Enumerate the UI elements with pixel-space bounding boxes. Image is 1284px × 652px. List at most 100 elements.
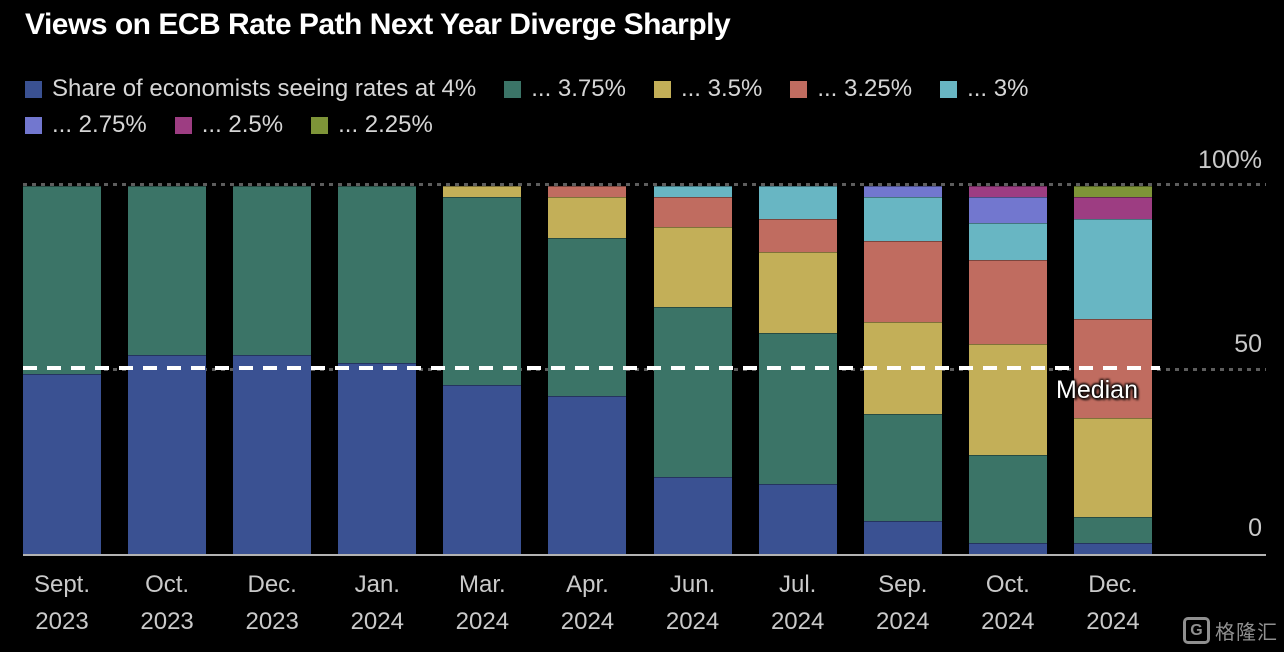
x-tick-label: Sep. 2024 bbox=[864, 566, 942, 640]
x-tick-month: Sept. bbox=[33, 571, 91, 598]
legend-label: ... 3% bbox=[967, 75, 1029, 102]
x-tick-label: Mar. 2024 bbox=[443, 566, 521, 640]
bar-segment bbox=[548, 395, 627, 554]
x-tick-year: 2023 bbox=[35, 608, 89, 635]
bar-segment bbox=[128, 186, 207, 356]
x-tick-year: 2023 bbox=[245, 608, 299, 635]
bar-segment bbox=[653, 197, 732, 227]
legend-row-1: Share of economists seeing rates at 4%..… bbox=[25, 74, 1028, 104]
bar-segment bbox=[758, 333, 837, 485]
legend-label: ... 3.25% bbox=[817, 75, 913, 102]
bar-segment bbox=[1073, 417, 1152, 518]
chart-title: Views on ECB Rate Path Next Year Diverge… bbox=[25, 8, 731, 41]
bar-segment bbox=[968, 542, 1047, 554]
legend-label: Share of economists seeing rates at 4% bbox=[52, 75, 477, 102]
x-tick-year: 2024 bbox=[560, 608, 615, 635]
bar-segment bbox=[863, 414, 942, 521]
x-tick-label: Sept. 2023 bbox=[23, 566, 101, 640]
legend-swatch-icon bbox=[174, 116, 192, 134]
x-axis-baseline bbox=[23, 554, 1266, 556]
bar-segment bbox=[653, 307, 732, 477]
legend-swatch-icon bbox=[25, 116, 42, 134]
legend-label: ... 2.5% bbox=[201, 111, 284, 138]
legend-item: ... 2.5% bbox=[174, 111, 284, 139]
x-tick-label: Apr. 2024 bbox=[548, 566, 626, 640]
x-tick-month: Oct. bbox=[985, 571, 1030, 598]
bar-segment bbox=[338, 362, 417, 554]
stacked-bars bbox=[23, 186, 1152, 554]
bar-segment bbox=[1073, 219, 1152, 319]
legend-item: ... 3% bbox=[940, 75, 1028, 103]
bar-segment bbox=[968, 222, 1047, 260]
bar-segment bbox=[233, 186, 312, 356]
y-tick-100: 100% bbox=[1198, 146, 1262, 174]
bar-segment bbox=[653, 476, 732, 554]
legend-item: ... 2.25% bbox=[311, 111, 433, 139]
legend-swatch-icon bbox=[940, 80, 958, 98]
bar-segment bbox=[1073, 197, 1152, 220]
bar-jan-2024 bbox=[338, 186, 417, 554]
bar-sep-2024 bbox=[863, 186, 942, 554]
bar-segment bbox=[233, 355, 312, 554]
bar-segment bbox=[653, 186, 732, 198]
bar-sept-2023 bbox=[23, 186, 101, 554]
x-tick-year: 2023 bbox=[140, 608, 194, 635]
legend-swatch-icon bbox=[790, 80, 808, 98]
x-tick-year: 2024 bbox=[770, 608, 825, 635]
x-axis-labels: Sept. 2023 Oct. 2023 Dec. 2023 Jan. 2024 Mar. 202… bbox=[23, 566, 1152, 640]
median-line bbox=[23, 366, 1160, 370]
bar-jun-2024 bbox=[653, 186, 732, 554]
bar-segment bbox=[758, 484, 837, 554]
x-tick-label: Jan. 2024 bbox=[338, 566, 416, 640]
x-tick-label: Dec. 2024 bbox=[1074, 566, 1152, 640]
bar-oct-2024 bbox=[968, 186, 1047, 554]
x-tick-year: 2024 bbox=[1086, 608, 1140, 635]
legend-item: ... 3.5% bbox=[653, 75, 763, 103]
bar-segment bbox=[443, 384, 522, 554]
bar-segment bbox=[1073, 186, 1152, 198]
bar-segment bbox=[758, 186, 837, 220]
bar-segment bbox=[1073, 517, 1152, 543]
gridline-100pct bbox=[23, 183, 1266, 186]
legend-row-2: ... 2.75% ... 2.5% ... 2.25% bbox=[25, 110, 1028, 140]
bar-segment bbox=[863, 241, 942, 323]
x-tick-month: Jun. bbox=[669, 571, 716, 598]
bar-segment bbox=[338, 186, 417, 363]
legend-label: ... 2.75% bbox=[52, 111, 147, 138]
bar-segment bbox=[863, 197, 942, 242]
bar-segment bbox=[968, 259, 1047, 345]
bar-segment bbox=[653, 226, 732, 308]
x-tick-month: Sep. bbox=[878, 571, 928, 598]
x-tick-year: 2024 bbox=[455, 608, 510, 635]
bar-segment bbox=[23, 186, 101, 374]
legend-item: ... 3.25% bbox=[790, 75, 912, 103]
watermark: G 格隆汇 bbox=[1183, 616, 1278, 645]
legend-swatch-icon bbox=[504, 80, 522, 98]
watermark-text: 格隆汇 bbox=[1215, 620, 1278, 644]
bar-segment bbox=[443, 197, 522, 385]
x-tick-month: Jul. bbox=[778, 571, 817, 598]
x-tick-month: Oct. bbox=[145, 571, 190, 598]
legend-swatch-icon bbox=[311, 116, 329, 134]
x-tick-label: Oct. 2024 bbox=[969, 566, 1047, 640]
median-label: Median bbox=[1056, 376, 1138, 404]
x-tick-year: 2024 bbox=[981, 608, 1035, 635]
y-tick-0: 0 bbox=[1248, 514, 1262, 542]
legend: Share of economists seeing rates at 4%..… bbox=[25, 74, 1028, 146]
bar-segment bbox=[758, 252, 837, 334]
bar-oct-2023 bbox=[128, 186, 207, 554]
bar-segment bbox=[1073, 542, 1152, 554]
legend-item: Share of economists seeing rates at 4% bbox=[25, 75, 476, 103]
bar-segment bbox=[863, 520, 942, 554]
legend-item: ... 2.75% bbox=[25, 111, 147, 139]
legend-swatch-icon bbox=[653, 80, 671, 98]
legend-swatch-icon bbox=[25, 80, 42, 98]
x-tick-year: 2024 bbox=[876, 608, 930, 635]
bar-mar-2024 bbox=[443, 186, 522, 554]
x-tick-month: Dec. bbox=[1088, 571, 1138, 598]
legend-label: ... 3.75% bbox=[531, 75, 626, 102]
bar-segment bbox=[968, 197, 1047, 223]
x-tick-year: 2024 bbox=[350, 608, 404, 635]
legend-label: ... 3.5% bbox=[680, 75, 763, 102]
bar-jul-2024 bbox=[758, 186, 837, 554]
